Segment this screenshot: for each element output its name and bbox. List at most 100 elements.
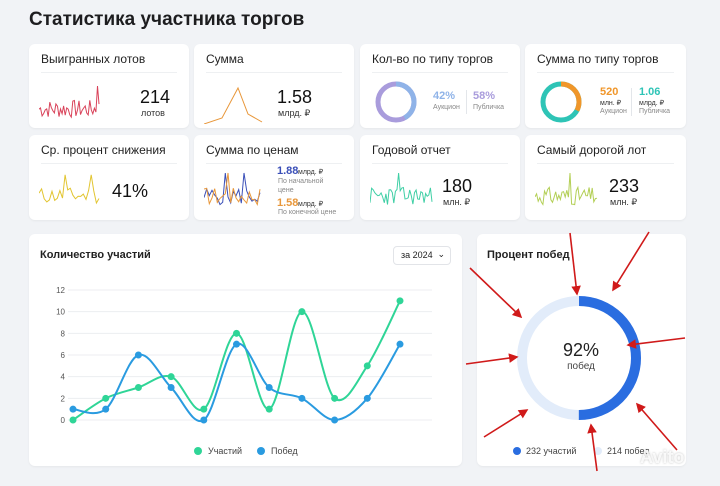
data-point [396,340,404,348]
sum-sparkline [204,86,263,124]
ring-progress [517,296,641,420]
sum-by-type-donut [540,81,582,123]
legend-participations-dot [194,447,202,455]
most-expensive-value: 233 [609,176,640,196]
auction-label: Аукцион [433,104,460,111]
data-point [298,394,306,402]
data-point [167,373,175,381]
win-rate-title: Процент побед [487,249,570,261]
auction-sum-label: Аукцион [600,108,627,115]
data-point [200,416,208,424]
arrow-icon [483,409,529,438]
arrow-icon [465,353,519,365]
win-rate-card [477,234,686,466]
data-point [363,394,371,402]
page-title: Статистика участника торгов [29,9,305,30]
start-price-value: 1.88 [277,165,299,177]
card-title: Самый дорогой лот [537,143,647,157]
legend-participations-total-dot [513,447,521,455]
annual-report-card[interactable]: Годовой отчет 180 млн. ₽ [360,135,520,220]
sum-by-price-sparkline [204,172,261,207]
public-sum-label: Публичка [639,108,671,115]
auction-sum-value: 520 [600,86,619,98]
count-by-type-donut [375,81,417,123]
public-sum-unit: млрд. ₽ [639,100,665,107]
data-point [69,405,77,413]
data-point [167,384,175,391]
card-title: Выигранных лотов [41,52,146,66]
card-title: Ср. процент снижения [41,143,166,157]
period-select-value: за 2024 [401,250,433,260]
final-price-unit: млрд. ₽ [298,201,324,208]
card-title: Сумма по ценам [206,143,299,157]
data-point [102,405,110,413]
public-percent: 58% [473,90,496,102]
data-point [331,394,339,402]
won-lots-sparkline [39,85,100,119]
data-point [363,362,371,370]
legend-wins[interactable]: Побед [271,446,298,456]
sum-value: 1.58 [277,87,313,107]
avg-reduction-sparkline [39,174,100,205]
win-rate-donut [517,296,641,420]
final-price-value: 1.58 [277,197,299,209]
most-expensive-sparkline [535,172,598,206]
annual-report-unit: млн. ₽ [443,197,471,207]
sum-by-type-card[interactable]: Сумма по типу торгов 520 млн. ₽ Аукцион … [525,44,686,128]
arrow-icon [612,231,650,292]
y-tick-label: 2 [61,394,66,403]
avg-reduction-value: 41% [112,181,149,201]
data-point [102,394,110,402]
legend-wins-total-dot [594,447,602,455]
arrow-icon [635,402,678,451]
data-point [233,340,240,348]
start-price-unit: млрд. ₽ [298,169,324,176]
legend-wins-dot [257,447,265,455]
chevron-down-icon: ⌄ [437,249,445,259]
sum-unit: млрд. ₽ [278,108,311,118]
card-title: Годовой отчет [372,143,451,157]
final-price-label: По конечной цене [278,209,337,216]
win-rate-sub-label: побед [567,361,595,372]
card-title: Сумма [206,52,244,66]
card-title: Сумма по типу торгов [537,52,659,66]
data-point [134,351,142,359]
data-point [265,405,273,413]
data-point [298,308,306,316]
sum-by-price-card[interactable]: Сумма по ценам 1.88 млрд. ₽ По начальной… [194,135,354,220]
won-lots-card[interactable]: Выигранных лотов 214 лотов [29,44,189,128]
most-expensive-unit: млн. ₽ [610,197,638,207]
auction-percent: 42% [433,90,456,102]
watermark-logo: Avito [640,447,685,467]
most-expensive-card[interactable]: Самый дорогой лот 233 млн. ₽ [525,135,686,220]
y-tick-label: 4 [61,373,66,382]
data-point [265,384,273,391]
public-sum-value: 1.06 [639,86,661,98]
period-select[interactable]: за 2024 ⌄ [393,246,451,265]
legend-wins-total[interactable]: 214 побед [607,446,650,456]
public-label: Публичка [473,104,505,111]
annual-report-value: 180 [442,176,473,196]
data-point [134,384,142,391]
arrow-icon [626,337,686,349]
legend-participations-total[interactable]: 232 участий [526,446,577,456]
won-lots-value: 214 [140,87,171,107]
auction-sum-unit: млн. ₽ [600,100,622,107]
data-point [200,405,208,413]
count-by-type-card[interactable]: Кол-во по типу торгов 42% Аукцион 58% Пу… [360,44,520,128]
legend-participations[interactable]: Участий [208,446,243,456]
sum-card[interactable]: Сумма 1.58 млрд. ₽ [194,44,354,128]
arrow-icon [569,232,581,296]
data-point [69,416,77,424]
arrow-icon [469,267,523,319]
won-lots-unit: лотов [141,108,165,118]
y-tick-label: 0 [61,416,66,425]
data-point [233,329,240,337]
y-tick-label: 12 [56,286,65,295]
data-point [331,416,339,424]
arrow-icon [587,423,598,472]
avg-reduction-card[interactable]: Ср. процент снижения 41% [29,135,189,220]
annual-report-sparkline [370,172,433,205]
y-tick-label: 8 [61,329,66,338]
